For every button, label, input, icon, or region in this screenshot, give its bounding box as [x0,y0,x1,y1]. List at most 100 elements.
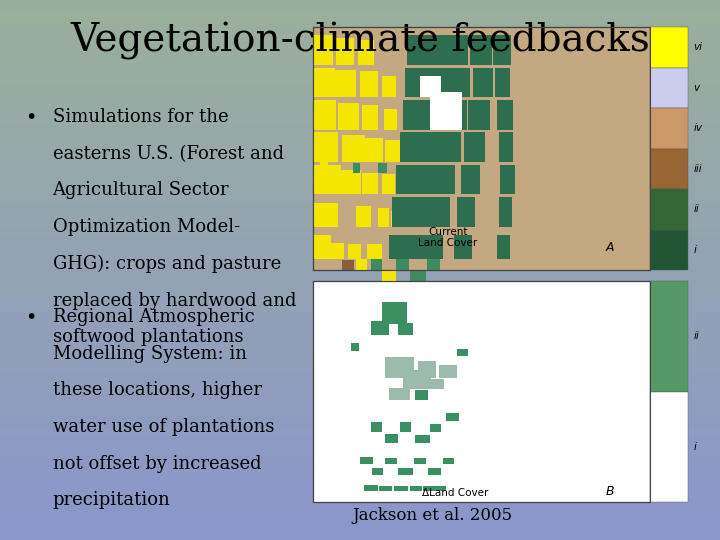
Text: not offset by increased: not offset by increased [53,455,261,472]
Text: precipitation: precipitation [53,491,171,509]
Text: water use of plantations: water use of plantations [53,418,274,436]
Bar [497,100,513,130]
Bar [367,244,382,259]
Bar [382,174,395,194]
Bar [342,260,354,270]
Bar [362,105,378,130]
Bar [457,349,468,356]
Bar [313,202,338,227]
Bar [385,434,398,443]
Bar [495,68,510,97]
Bar [418,361,436,378]
Bar [430,424,441,432]
Bar [650,148,688,189]
Bar [461,165,480,194]
Bar [385,357,414,378]
Bar [394,486,408,491]
Bar [372,468,383,475]
Bar [396,165,455,194]
Bar [362,173,378,194]
Bar [650,230,688,270]
Bar [351,343,359,351]
Bar [446,413,459,421]
Bar [468,100,490,130]
Text: Current
Land Cover: Current Land Cover [418,227,477,248]
Text: Jackson et al. 2005: Jackson et al. 2005 [352,507,512,524]
Bar [371,321,389,335]
Bar [500,165,515,194]
Bar [398,468,413,475]
Bar [342,135,365,162]
Bar [497,235,510,259]
Text: softwood plantations: softwood plantations [53,328,243,346]
Bar [320,162,328,173]
Bar [396,259,409,270]
Bar [365,138,383,162]
Text: Agricultural Sector: Agricultural Sector [53,181,229,199]
Text: v: v [693,83,700,93]
Text: i: i [693,245,696,255]
Bar [398,323,413,335]
Text: iii: iii [693,164,702,174]
Text: ΔLand Cover: ΔLand Cover [421,488,488,498]
Bar [436,486,446,491]
Bar [454,235,472,259]
Bar [400,422,411,432]
Bar [382,302,407,324]
Bar [391,211,402,227]
Bar [336,38,354,65]
Bar [464,132,485,162]
Bar [423,486,436,491]
Text: i: i [693,442,696,452]
Bar [348,244,361,259]
Text: Optimization Model-: Optimization Model- [53,218,240,236]
Text: ii: ii [693,331,699,341]
Bar [428,468,441,475]
Bar [382,271,396,281]
Bar [313,35,333,65]
Bar [470,35,492,65]
Bar [650,189,688,230]
Bar [341,170,361,194]
Bar [430,92,462,130]
Bar [499,197,512,227]
Bar [313,27,650,270]
Bar [356,206,371,227]
Bar [313,100,336,130]
Bar [410,486,422,491]
Bar [410,271,426,281]
Bar [356,259,367,270]
Text: iv: iv [693,123,703,133]
Bar [384,109,397,130]
Bar [493,35,511,65]
Bar [457,197,475,227]
Bar [650,27,688,68]
Bar [360,71,378,97]
Bar [403,370,431,389]
Bar [385,458,397,464]
Text: Regional Atmospheric: Regional Atmospheric [53,308,254,326]
Bar [313,281,650,502]
Bar [313,281,650,502]
Bar [313,27,650,270]
Bar [378,163,387,173]
Bar [396,243,407,259]
Text: Modelling System: in: Modelling System: in [53,345,246,362]
Bar [371,422,382,432]
Text: replaced by hardwood and: replaced by hardwood and [53,292,296,309]
Bar [382,76,396,97]
Bar [427,259,440,270]
Text: ii: ii [693,204,699,214]
Bar [379,486,392,491]
Bar [335,70,356,97]
Bar [313,132,338,162]
Bar [385,140,400,162]
Text: Vegetation-climate feedbacks: Vegetation-climate feedbacks [70,22,650,59]
Bar [378,208,389,227]
Bar [338,103,359,130]
Bar [415,435,430,443]
Text: Simulations for the: Simulations for the [53,108,228,126]
Bar [358,40,374,65]
Text: B: B [606,485,614,498]
Text: easterns U.S. (Forest and: easterns U.S. (Forest and [53,145,284,163]
